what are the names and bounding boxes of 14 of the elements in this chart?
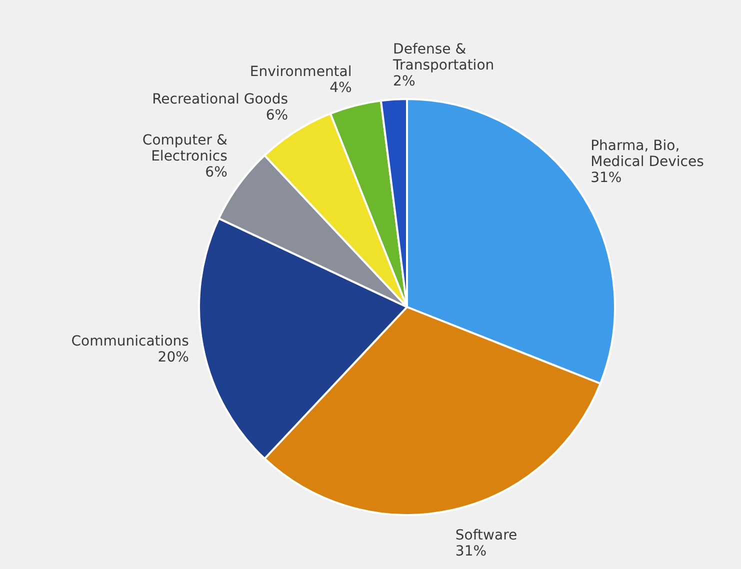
- data-label: 6%: [205, 164, 228, 181]
- slice-label: Pharma, Bio, Medical Devices: [590, 138, 704, 170]
- data-label: 6%: [266, 108, 288, 124]
- data-label: 4%: [330, 80, 352, 96]
- slice-label: Defense & Transportation: [392, 41, 494, 74]
- data-label: 31%: [590, 170, 622, 186]
- slice-label: Recreational Goods: [152, 92, 288, 108]
- slice-label: Software: [455, 528, 518, 544]
- data-label: 31%: [455, 544, 487, 560]
- slice-label: Computer & Electronics: [142, 132, 228, 165]
- data-label: 2%: [393, 73, 416, 90]
- slice-label: Environmental: [250, 64, 352, 80]
- data-label: 20%: [158, 350, 189, 366]
- slice-label: Communications: [71, 334, 189, 350]
